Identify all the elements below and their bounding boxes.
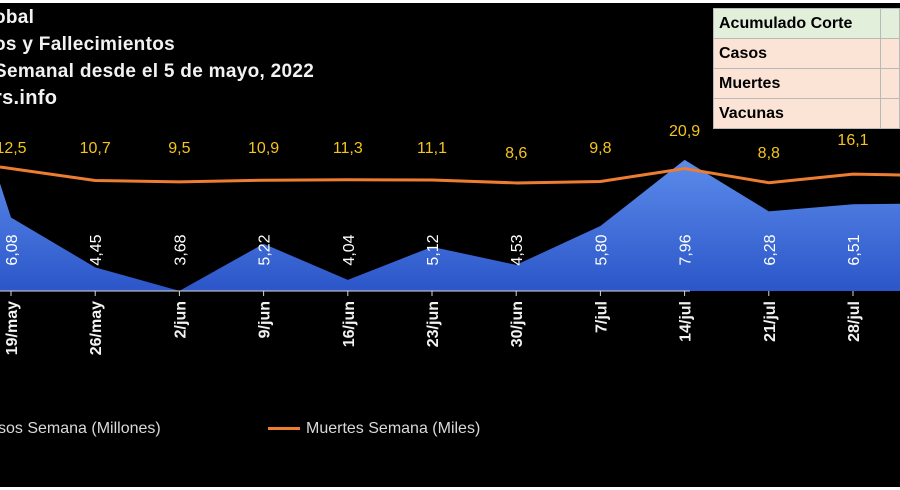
deaths-line	[0, 165, 900, 185]
deaths-data-label: 10,9	[248, 140, 279, 157]
deaths-data-label: 8,8	[758, 145, 780, 162]
x-tick-label: 30/jun	[509, 301, 526, 347]
x-tick-label: 28/jul	[846, 301, 863, 342]
table-value-muertes	[879, 68, 900, 99]
cases-data-label: 7,96	[678, 234, 695, 265]
deaths-data-label: 11,1	[417, 140, 447, 157]
legend-cases: sos Semana (Millones)	[0, 420, 161, 438]
title-line-1: obal	[0, 7, 35, 28]
cases-data-label: 4,45	[88, 234, 105, 265]
deaths-data-label: 9,8	[589, 140, 611, 157]
x-tick-label: 23/jun	[425, 301, 442, 347]
x-tick-label: 26/may	[88, 301, 105, 355]
table-value-casos	[879, 38, 900, 69]
title-line-2: os y Fallecimientos	[0, 34, 175, 55]
legend-deaths: Muertes Semana (Miles)	[268, 420, 480, 438]
x-tick-label: 9/jun	[257, 301, 274, 338]
deaths-data-label: 11,3	[333, 140, 363, 157]
table-row-muertes: Muertes	[713, 68, 881, 99]
table-header: Acumulado Corte	[713, 8, 881, 39]
cases-data-label: 6,28	[762, 234, 779, 265]
accumulated-table: Acumulado Corte Casos Muertes Vacunas	[713, 8, 900, 129]
table-value-vacunas	[879, 98, 900, 129]
cases-area	[0, 159, 900, 291]
table-header-value	[879, 8, 900, 39]
deaths-data-label: 10,7	[80, 140, 111, 157]
cases-data-label: 5,12	[425, 234, 442, 265]
chart-title-block: obal os y Fallecimientos Semanal desde e…	[0, 4, 314, 112]
deaths-data-label: 9,5	[168, 140, 190, 157]
title-line-3: Semanal desde el 5 de mayo, 2022	[0, 61, 315, 82]
title-source: rs.info	[0, 87, 58, 109]
x-tick-label: 16/jun	[341, 301, 358, 347]
x-tick-label: 2/jun	[172, 301, 189, 338]
x-tick-label: 21/jul	[762, 301, 779, 342]
legend-cases-label: sos Semana (Millones)	[0, 420, 161, 437]
cases-data-label: 3,68	[172, 234, 189, 265]
deaths-data-label: 12,5	[0, 140, 27, 157]
x-tick-label: 14/jul	[678, 301, 695, 342]
x-tick-label: 7/jul	[593, 301, 610, 333]
x-tick-label: 19/may	[4, 301, 21, 355]
legend-deaths-swatch	[268, 427, 300, 431]
deaths-data-label: 16,1	[837, 132, 868, 149]
cases-data-label: 5,22	[257, 234, 274, 265]
cases-data-label: 4,04	[341, 234, 358, 265]
table-row-vacunas: Vacunas	[713, 98, 881, 129]
cases-data-label: 6,08	[4, 234, 21, 265]
cases-data-label: 5,80	[593, 234, 610, 265]
legend-deaths-label: Muertes Semana (Miles)	[306, 420, 481, 437]
deaths-data-label: 20,9	[669, 123, 700, 140]
cases-data-label: 4,53	[509, 234, 526, 265]
cases-data-label: 6,51	[846, 234, 863, 265]
table-row-casos: Casos	[713, 38, 881, 69]
deaths-data-label: 8,6	[505, 145, 527, 162]
